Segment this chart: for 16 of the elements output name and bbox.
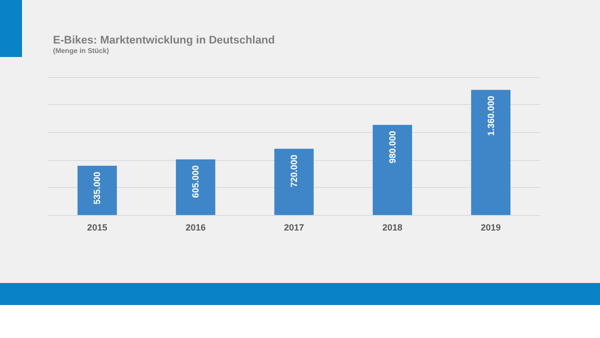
x-tick-label: 2016	[186, 222, 206, 232]
bar	[471, 90, 510, 215]
data-label: 535.000	[92, 172, 102, 204]
data-label: 605.000	[190, 165, 201, 198]
data-label: 1.360.000	[486, 96, 496, 136]
bar	[274, 148, 314, 215]
bar	[176, 159, 216, 215]
x-tick-label: 2017	[284, 222, 304, 232]
bar	[372, 124, 412, 215]
x-tick-label: 2019	[480, 222, 501, 232]
bar	[78, 166, 117, 215]
chart-title: E-Bikes: Marktentwicklung in Deutschland	[53, 34, 275, 46]
x-tick-label: 2018	[382, 222, 402, 232]
x-tick-label: 2015	[87, 222, 108, 232]
data-label: 980.000	[387, 130, 398, 164]
data-label: 720.000	[289, 154, 299, 188]
